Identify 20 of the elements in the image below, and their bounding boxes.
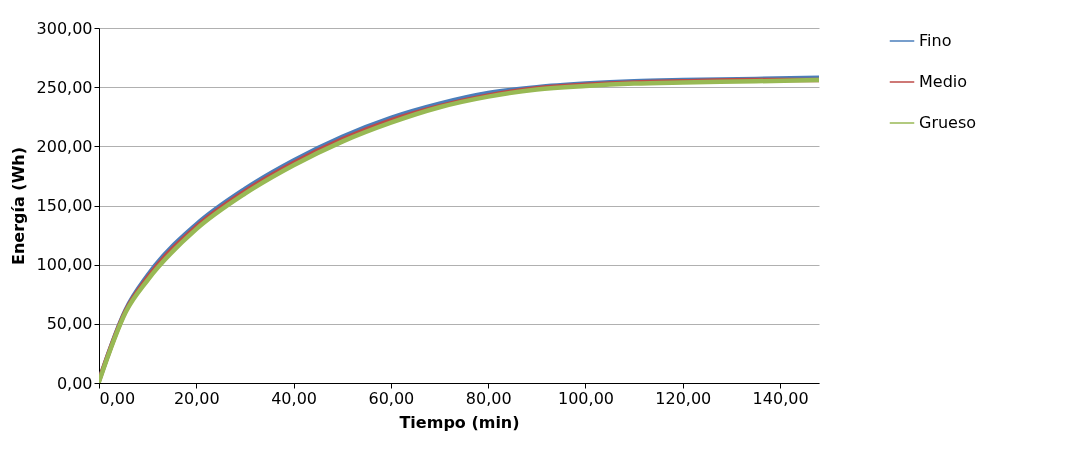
y-tick-label: 150,00 (36, 196, 93, 215)
y-tick-label: 250,00 (36, 77, 93, 97)
y-tick-label: 200,00 (36, 136, 93, 156)
x-tick-label: 60,00 (368, 388, 415, 408)
legend-label: Medio (919, 72, 968, 91)
y-tick-label: 0,00 (56, 373, 93, 393)
x-tick-label: 140,00 (752, 388, 809, 408)
x-tick-label: 20,00 (173, 388, 220, 408)
y-axis-title: Energía (Wh) (8, 146, 28, 266)
legend-label: Grueso (919, 113, 977, 132)
legend-label: Fino (919, 31, 952, 50)
y-tick-label: 300,00 (36, 18, 93, 38)
y-tick-label: 50,00 (46, 314, 93, 334)
x-tick-label: 40,00 (271, 388, 317, 408)
x-axis-title: Tiempo (min) (399, 412, 520, 432)
x-tick-label: 80,00 (465, 388, 512, 408)
x-tick-label: 100,00 (557, 388, 614, 408)
y-tick-label: 100,00 (36, 255, 93, 275)
x-tick-label: 0,00 (99, 388, 136, 408)
x-tick-label: 120,00 (655, 388, 712, 408)
